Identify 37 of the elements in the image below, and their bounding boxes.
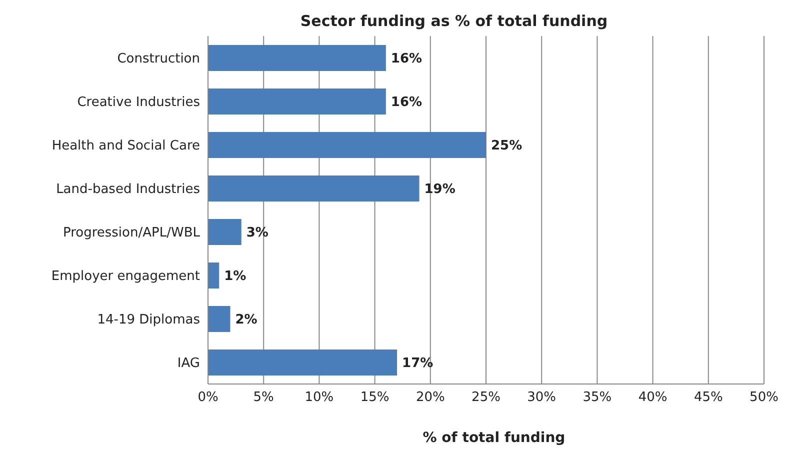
y-tick-label: Construction bbox=[117, 51, 200, 66]
x-tick-label: 35% bbox=[582, 390, 612, 406]
x-tick-label: 40% bbox=[638, 390, 668, 406]
x-tick-label: 0% bbox=[198, 390, 218, 406]
x-tick-label: 25% bbox=[472, 390, 500, 406]
x-tick-label: 20% bbox=[416, 390, 445, 406]
bar bbox=[208, 45, 386, 71]
data-label: 2% bbox=[235, 312, 258, 328]
x-tick-label: 30% bbox=[527, 390, 556, 406]
bar bbox=[208, 132, 486, 158]
data-label: 16% bbox=[390, 52, 422, 67]
y-tick-label: IAG bbox=[177, 356, 200, 371]
data-label: 25% bbox=[491, 138, 522, 154]
x-tick-label: 5% bbox=[253, 390, 274, 406]
bar bbox=[208, 306, 230, 332]
data-label: 1% bbox=[224, 269, 246, 284]
data-label: 17% bbox=[402, 356, 434, 372]
y-tick-label: Progression/APL/WBL bbox=[62, 225, 201, 240]
y-tick-label: Employer engagement bbox=[51, 268, 200, 284]
y-tick-label: Health and Social Care bbox=[52, 138, 200, 154]
x-tick-label: 15% bbox=[360, 390, 390, 406]
data-label: 16% bbox=[390, 95, 422, 110]
data-label: 3% bbox=[246, 226, 268, 241]
bar bbox=[208, 219, 242, 245]
bar bbox=[208, 350, 398, 376]
x-tick-label: 50% bbox=[750, 390, 778, 406]
x-tick-label: 45% bbox=[694, 390, 723, 406]
bar bbox=[208, 88, 386, 114]
x-tick-label: 10% bbox=[304, 390, 334, 406]
y-tick-label: Land-based Industries bbox=[56, 182, 200, 197]
chart-title: Sector funding as % of total funding bbox=[299, 11, 609, 30]
bar bbox=[208, 176, 420, 202]
bar bbox=[208, 262, 220, 288]
y-tick-label: Creative Industries bbox=[77, 94, 200, 110]
x-axis-title: % of total funding bbox=[422, 430, 566, 446]
data-label: 19% bbox=[424, 182, 456, 198]
y-tick-label: 14-19 Diplomas bbox=[97, 312, 200, 328]
